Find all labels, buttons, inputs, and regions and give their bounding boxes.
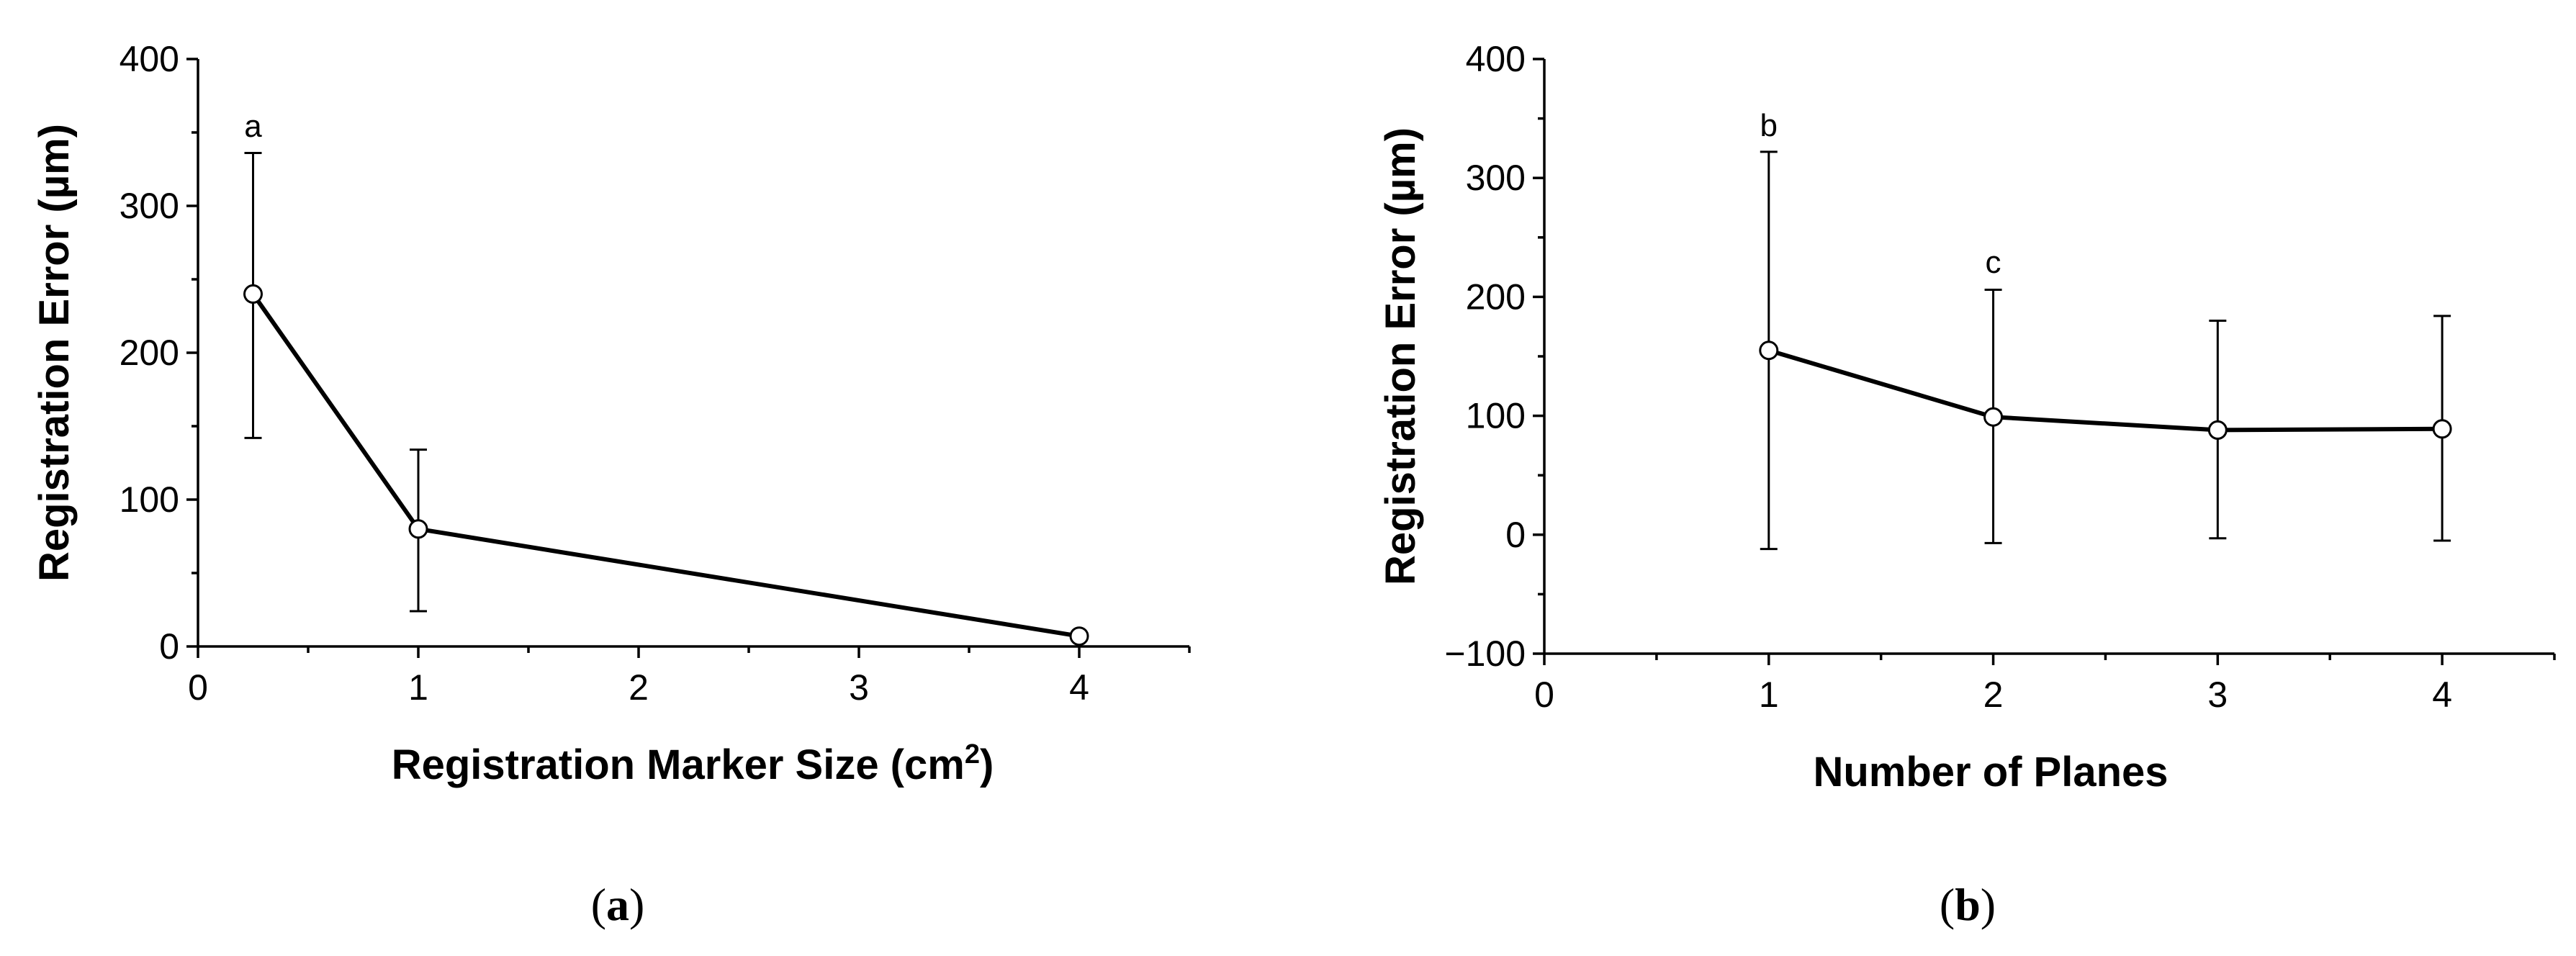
- x-tick-label-b: 2: [1983, 675, 2004, 715]
- significance-label-b: c: [1986, 245, 2001, 280]
- x-axis-title-b: Number of Planes: [1813, 749, 2168, 795]
- series-line-b: [1767, 348, 2443, 433]
- y-tick-label-a: 200: [120, 333, 179, 373]
- annotations-b: bc: [1760, 108, 2001, 280]
- errorbars-b: [1760, 150, 2451, 551]
- y-tick-label-a: 0: [159, 626, 179, 667]
- x-axis-title-a-suffix: ): [980, 741, 994, 788]
- y-tick-label-b: 0: [1505, 515, 1526, 555]
- x-tick-label-b: 3: [2207, 675, 2228, 715]
- series-b: [1759, 341, 2452, 440]
- x-axis-title-a-sup: 2: [965, 739, 980, 770]
- x-tick-label-b: 1: [1759, 675, 1779, 715]
- x-axis-title-a-main: Registration Marker Size (cm: [392, 741, 965, 788]
- y-tick-label-a: 100: [120, 479, 179, 520]
- y-tick-label-b: −100: [1444, 633, 1526, 674]
- y-tick-label-a: 400: [120, 39, 179, 79]
- ticks-a: 0 100 200 300 400 0 1 2 3 4: [120, 39, 1191, 708]
- y-tick-label-b: 200: [1466, 276, 1526, 317]
- panel-caption-b-close: ): [1981, 879, 1996, 930]
- x-tick-label-a: 3: [849, 667, 869, 708]
- chart-panel-a: 0 100 200 300 400 0 1 2 3 4 a Registration Error …: [31, 39, 1191, 930]
- axes-a: [197, 59, 1189, 648]
- axes-b: [1543, 59, 2554, 655]
- panel-caption-b-letter: b: [1955, 879, 1981, 930]
- x-tick-label-b: 4: [2432, 675, 2452, 715]
- x-tick-label-a: 1: [408, 667, 428, 708]
- y-tick-label-b: 400: [1466, 39, 1526, 79]
- panel-caption-b-open: (: [1940, 879, 1955, 930]
- panel-caption-a: (a): [591, 879, 645, 930]
- x-tick-label-a: 0: [188, 667, 208, 708]
- annotations-a: a: [244, 109, 262, 144]
- data-point-a: [1069, 626, 1089, 646]
- data-point-a: [243, 284, 263, 304]
- data-point-b: [2207, 420, 2228, 440]
- data-point-a: [408, 519, 428, 539]
- data-point-b: [1759, 341, 1779, 361]
- series-line-a: [251, 292, 1080, 639]
- x-tick-label-a: 2: [629, 667, 649, 708]
- y-tick-label-b: 300: [1466, 158, 1526, 198]
- significance-label-b: b: [1760, 108, 1778, 143]
- panel-caption-b: (b): [1940, 879, 1996, 930]
- y-axis-title-a: Registration Error (µm): [31, 124, 78, 582]
- errorbars-a: [244, 152, 427, 613]
- panel-caption-a-close: ): [629, 879, 644, 930]
- data-point-b: [1983, 407, 2004, 427]
- panel-caption-a-open: (: [591, 879, 606, 930]
- significance-label-a: a: [244, 109, 262, 144]
- panel-caption-a-letter: a: [606, 879, 629, 930]
- x-axis-title-a: Registration Marker Size (cm2): [392, 739, 994, 788]
- y-axis-title-b: Registration Error (µm): [1377, 127, 1424, 585]
- y-tick-label-b: 100: [1466, 396, 1526, 436]
- y-tick-label-a: 300: [120, 186, 179, 226]
- data-point-b: [2432, 419, 2452, 439]
- series-a: [243, 284, 1089, 646]
- x-tick-label-b: 0: [1534, 675, 1554, 715]
- x-tick-label-a: 4: [1069, 667, 1089, 708]
